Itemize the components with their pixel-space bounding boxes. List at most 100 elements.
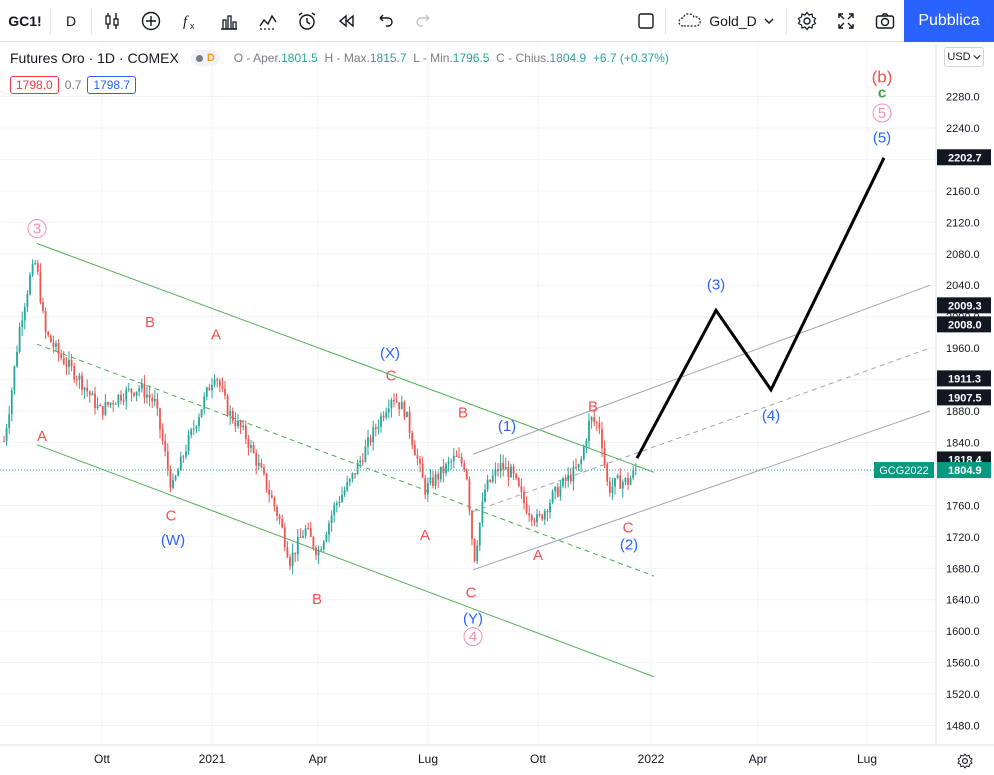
undo-button[interactable] <box>365 0 404 42</box>
candle-body <box>75 379 78 381</box>
legend-status-pill[interactable]: D <box>190 50 220 66</box>
wave-label: 3 <box>33 221 41 238</box>
candle-body <box>122 400 125 402</box>
candle-body <box>182 456 185 458</box>
redo-button[interactable] <box>404 0 443 42</box>
price-axis-label-bg <box>937 297 991 314</box>
price-tick-label: 1520.0 <box>946 689 980 701</box>
candle-body <box>166 451 169 470</box>
bar-style-button[interactable] <box>92 0 131 42</box>
price-axis-label: 1804.9 <box>948 465 982 477</box>
ask-button[interactable]: 1798.7 <box>87 76 137 94</box>
svg-text:f: f <box>183 14 189 30</box>
candle-body <box>174 476 177 480</box>
candle-body <box>289 557 291 567</box>
symbol-search-button[interactable]: GC1! <box>8 12 42 29</box>
chart-settings-gear-icon[interactable] <box>956 752 974 770</box>
channel-midline <box>472 347 931 513</box>
candle-body <box>120 394 122 401</box>
candle-body <box>400 401 403 410</box>
candle-body <box>447 462 450 464</box>
candle-body <box>86 387 89 392</box>
fullscreen-layout-button[interactable] <box>626 0 665 42</box>
wave-label: (5) <box>873 129 891 146</box>
fullscreen-button[interactable] <box>826 0 865 42</box>
templates-button[interactable] <box>248 0 287 42</box>
candle-body <box>88 391 91 396</box>
compare-button[interactable] <box>131 0 170 42</box>
candle-body <box>161 429 164 442</box>
candle-body <box>208 387 211 391</box>
candle-body <box>364 446 367 462</box>
candle-body <box>252 445 255 453</box>
interval-button[interactable]: D <box>65 12 77 29</box>
candle-body <box>575 466 577 468</box>
candle-body <box>325 534 328 542</box>
candle-body <box>403 401 406 418</box>
layout-menu-button[interactable]: Gold_D <box>666 0 786 42</box>
price-tick-label: 1480.0 <box>946 721 980 733</box>
price-tick-label: 1600.0 <box>946 626 980 638</box>
candle-body <box>455 455 458 457</box>
bar-chart-icon <box>220 14 237 30</box>
candle-body <box>476 545 479 562</box>
spread-value: 0.7 <box>64 78 82 92</box>
candle-body <box>39 271 42 303</box>
price-axis-label: 2009.3 <box>948 300 982 312</box>
candle-body <box>315 547 317 556</box>
candle-body <box>434 474 437 486</box>
open-value: 1801.5 <box>281 51 318 65</box>
alarm-clock-icon <box>298 11 315 30</box>
price-tick-label: 1680.0 <box>946 563 980 575</box>
candle-body <box>221 386 224 389</box>
wave-label: B <box>312 591 322 608</box>
candle-body <box>494 469 497 476</box>
candle-body <box>216 379 219 381</box>
candle-body <box>374 427 377 429</box>
candle-body <box>55 343 57 347</box>
wave-label: 5 <box>878 105 886 122</box>
price-axis-label-bg <box>937 316 991 333</box>
wave-label: (3) <box>707 276 725 293</box>
candle-body <box>159 408 161 430</box>
redo-icon <box>415 14 429 27</box>
candle-body <box>585 440 588 448</box>
wave-label: B <box>458 405 468 422</box>
wave-label: (1) <box>498 418 516 435</box>
settings-button[interactable] <box>787 0 826 42</box>
candle-body <box>380 415 382 427</box>
candle-body <box>44 311 47 332</box>
price-axis-label-bg <box>937 389 991 406</box>
candle-body <box>257 462 260 466</box>
gear-icon <box>797 11 816 30</box>
publish-button[interactable]: Pubblica <box>904 0 994 42</box>
candle-body <box>302 535 304 538</box>
bid-button[interactable]: 1798.0 <box>10 76 59 94</box>
candle-body <box>231 410 234 421</box>
candle-body <box>177 470 180 477</box>
candle-body <box>73 366 76 380</box>
candle-body <box>107 402 109 405</box>
wave-label: C <box>623 519 634 536</box>
candle-body <box>359 460 362 463</box>
candle-body <box>369 437 372 443</box>
candle-body <box>29 274 31 295</box>
wave-circle <box>463 627 483 647</box>
currency-select[interactable]: USD <box>944 47 984 67</box>
contract-tag-bg <box>874 462 934 479</box>
time-tick-label: Apr <box>749 752 768 766</box>
candle-body <box>372 427 375 443</box>
snapshot-button[interactable] <box>865 0 904 42</box>
candle-body <box>471 510 473 540</box>
candle-body <box>62 358 65 365</box>
candle-body <box>582 447 585 460</box>
candle-body <box>143 383 146 398</box>
replay-button[interactable] <box>326 0 365 42</box>
plus-circle-icon <box>141 11 160 30</box>
price-tick-label: 1720.0 <box>946 532 980 544</box>
candle-body <box>229 410 232 416</box>
financials-button[interactable] <box>209 0 248 42</box>
alert-button[interactable] <box>287 0 326 42</box>
